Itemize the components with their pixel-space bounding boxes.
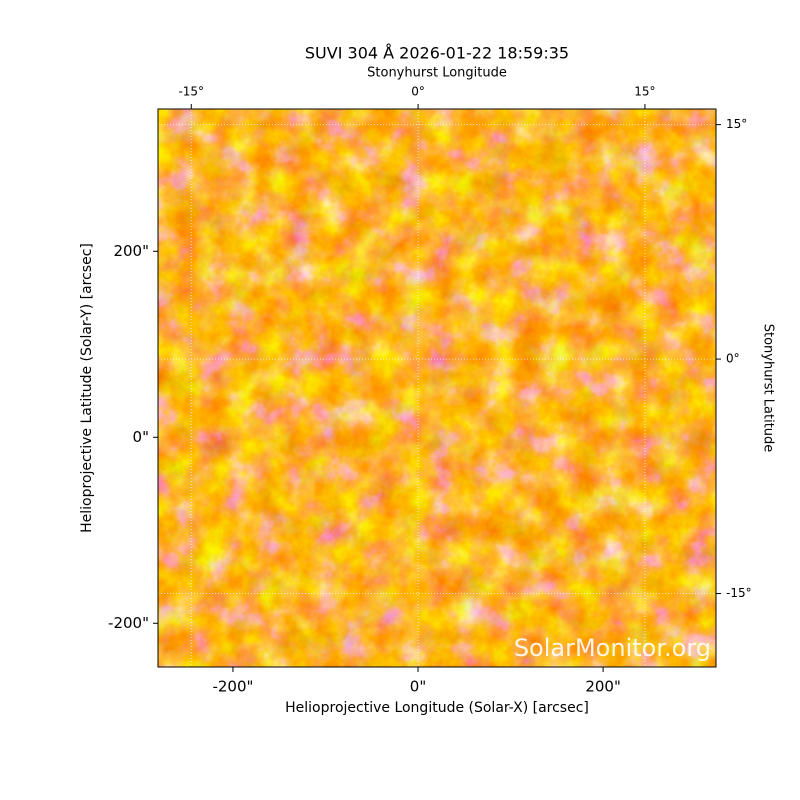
- chart-title: SUVI 304 Å 2026-01-22 18:59:35: [305, 44, 569, 63]
- top-axis-label: Stonyhurst Longitude: [367, 66, 507, 81]
- top-tick-label: 15°: [634, 85, 655, 99]
- x-axis-label: Helioprojective Longitude (Solar-X) [arc…: [285, 700, 589, 716]
- y-axis-label: Helioprojective Latitude (Solar-Y) [arcs…: [79, 243, 95, 533]
- y-tick-label: -200": [108, 614, 149, 632]
- plot-frame: [157, 108, 717, 668]
- plot-area: [158, 109, 716, 667]
- top-tick-label: 0°: [411, 85, 425, 99]
- y-tick-label: 200": [113, 242, 149, 260]
- x-tick-label: 0": [410, 678, 426, 696]
- x-tick-label: 200": [585, 678, 621, 696]
- right-axis-label: Stonyhurst Latitude: [761, 324, 776, 453]
- top-tick-label: -15°: [178, 85, 204, 99]
- x-tick-label: -200": [212, 678, 253, 696]
- right-tick-label: -15°: [726, 586, 752, 600]
- watermark: SolarMonitor.org: [514, 634, 711, 662]
- right-tick-label: 0°: [726, 352, 740, 366]
- right-tick-label: 15°: [726, 117, 747, 131]
- solar-image-texture: [158, 109, 716, 667]
- y-tick-label: 0": [133, 428, 149, 446]
